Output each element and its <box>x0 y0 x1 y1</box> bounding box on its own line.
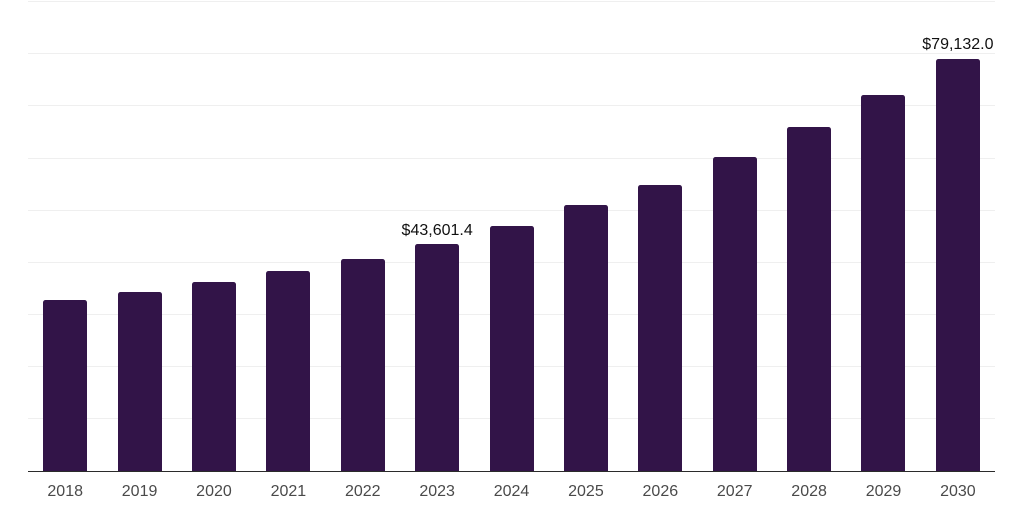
bar-group-2029 <box>846 2 920 472</box>
bar-group-2024 <box>474 2 548 472</box>
bar-2024 <box>489 226 534 472</box>
bar-2030: $79,132.0 <box>922 36 993 472</box>
bar-2028 <box>787 127 832 472</box>
value-label-2023: $43,601.4 <box>401 221 473 239</box>
x-tick-2018: 2018 <box>47 483 83 500</box>
gridline-70000 <box>28 105 995 107</box>
bar-2019 <box>117 291 162 472</box>
plot-area: $43,601.4 $79,132.0 <box>28 1 995 472</box>
bars-container: $43,601.4 $79,132.0 <box>28 2 995 472</box>
x-tick-2026: 2026 <box>642 483 679 500</box>
bar-2029 <box>861 94 906 472</box>
bar-2020 <box>191 282 236 472</box>
gridline-50000 <box>28 209 995 211</box>
bar-group-2028 <box>772 2 846 472</box>
bar-group-2025 <box>549 2 623 472</box>
x-tick-2022: 2022 <box>344 483 381 500</box>
x-tick-2030: 2030 <box>940 483 976 500</box>
x-tick-2025: 2025 <box>568 483 604 500</box>
bar-group-2018 <box>28 2 102 472</box>
bar-group-2023: $43,601.4 <box>400 2 474 472</box>
x-axis-line <box>28 470 995 472</box>
x-tick-2019: 2019 <box>121 483 158 500</box>
bar-2018 <box>43 300 88 472</box>
x-tick-2021: 2021 <box>270 483 307 500</box>
bar-group-2020 <box>177 2 251 472</box>
bar-group-2019 <box>102 2 176 472</box>
x-tick-2028: 2028 <box>791 483 827 500</box>
bar-2022 <box>340 258 385 472</box>
gridline-90000 <box>28 1 995 2</box>
bar-group-2030: $79,132.0 <box>921 2 995 472</box>
value-label-2030: $79,132.0 <box>922 36 994 54</box>
bar-2023: $43,601.4 <box>402 222 473 472</box>
bar-2021 <box>266 271 311 472</box>
bar-2026 <box>638 184 683 472</box>
gridline-80000 <box>28 53 995 55</box>
bar-2025 <box>563 205 608 472</box>
bar-2027 <box>712 157 757 472</box>
bar-group-2022 <box>326 2 400 472</box>
bar-group-2027 <box>698 2 772 472</box>
bar-group-2021 <box>251 2 325 472</box>
x-tick-2024: 2024 <box>493 483 530 500</box>
x-tick-2027: 2027 <box>716 483 753 500</box>
x-tick-2020: 2020 <box>196 483 232 500</box>
x-tick-2023: 2023 <box>419 483 455 500</box>
bar-group-2026 <box>623 2 697 472</box>
x-tick-2029: 2029 <box>865 483 902 500</box>
gridline-60000 <box>28 157 995 159</box>
x-axis-labels: 2018 2019 2020 2021 2022 2023 2024 2025 2026 2027… <box>28 483 995 501</box>
